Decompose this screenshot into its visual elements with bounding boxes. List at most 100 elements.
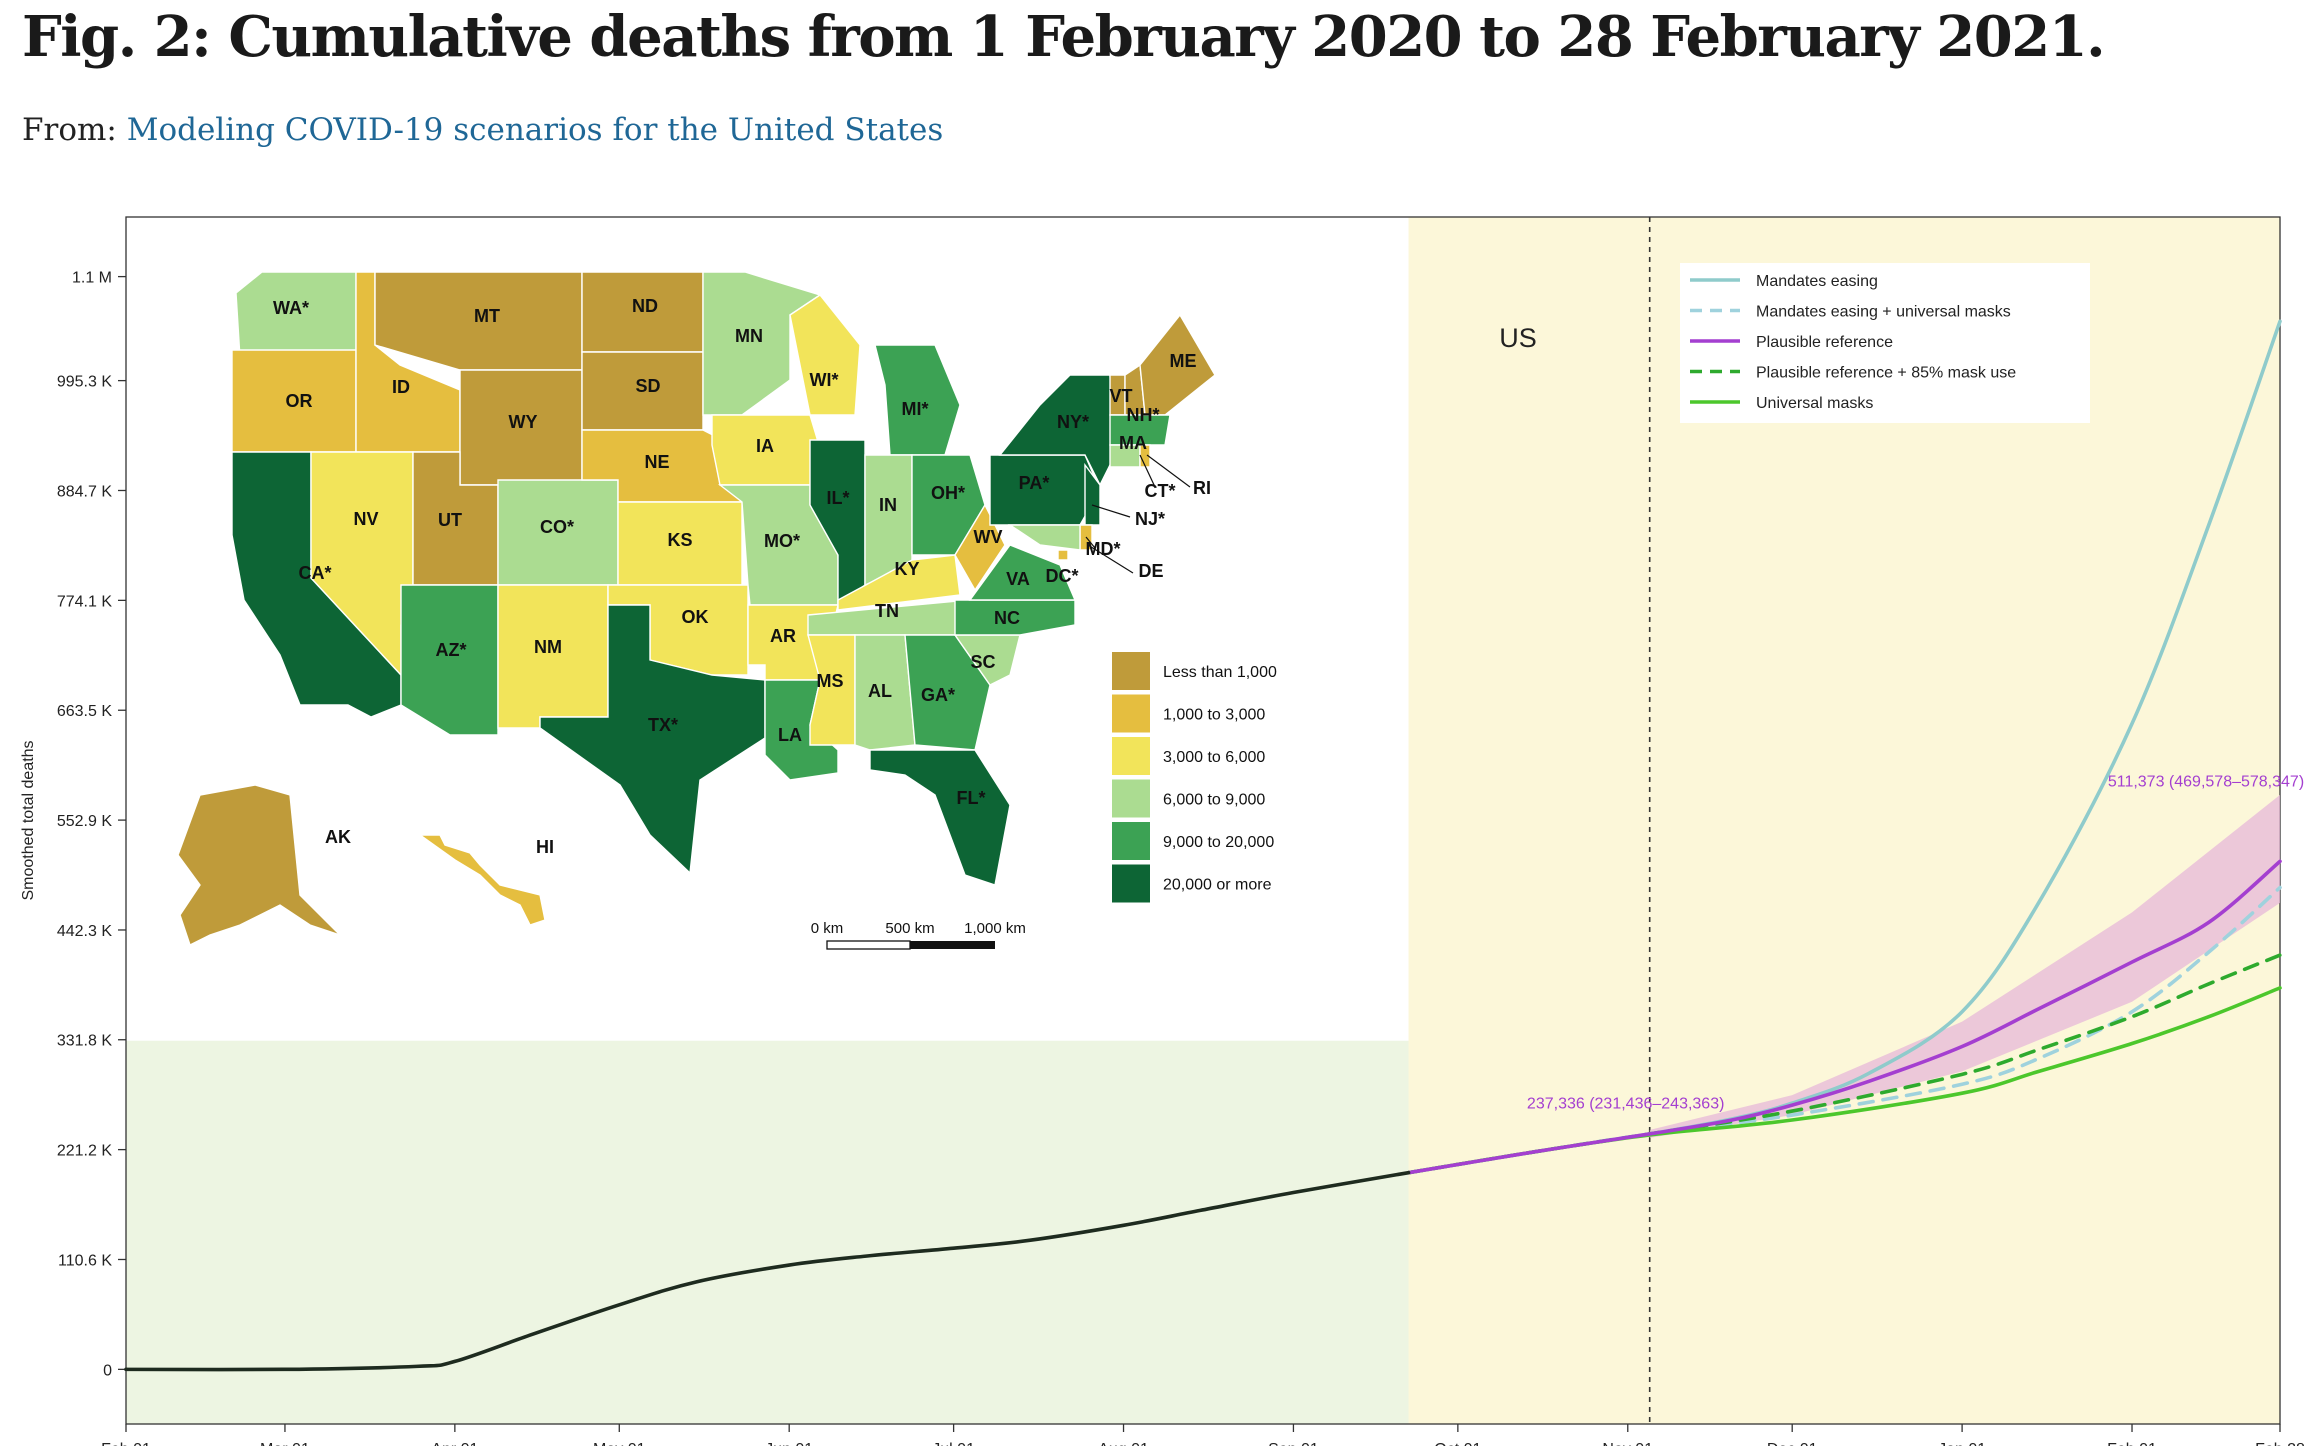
scale-label: 1,000 km	[964, 920, 1026, 937]
y-tick-label: 331.8 K	[57, 1033, 112, 1050]
map-state-label: NV	[353, 509, 378, 529]
x-tick-label: Feb 01	[2107, 1441, 2157, 1446]
map-state-label: WA*	[273, 298, 309, 318]
map-state-label: AR	[770, 626, 796, 646]
y-tick-label: 442.3 K	[57, 923, 112, 940]
y-tick-label: 0	[103, 1362, 112, 1379]
y-tick-label: 663.5 K	[57, 703, 112, 720]
map-state-dc	[1057, 549, 1069, 561]
y-tick-label: 995.3 K	[57, 374, 112, 391]
map-legend-swatch	[1112, 864, 1150, 903]
map-legend-label: 6,000 to 9,000	[1163, 792, 1265, 809]
legend-label: Plausible reference	[1756, 334, 1893, 351]
map-state-label: SC	[970, 652, 995, 672]
map-state-az	[400, 584, 499, 736]
source-line: From: Modeling COVID-19 scenarios for th…	[22, 112, 943, 148]
x-tick-label: Feb 28	[2255, 1441, 2305, 1446]
x-tick-label: Dec 01	[1767, 1441, 1818, 1446]
map-state-label: KS	[667, 530, 692, 550]
legend-box	[1680, 263, 2090, 423]
x-tick-label: Oct 01	[1434, 1441, 1481, 1446]
map-state-ky	[837, 554, 961, 611]
map-state-label: AK	[325, 827, 351, 847]
axes-layer: 0 110.6 K 221.2 K 331.8 K 442.3 K 552.9 K 663.…	[20, 216, 2305, 1446]
map-legend-label: 1,000 to 3,000	[1163, 707, 1265, 724]
map-state-label: OK	[682, 607, 709, 627]
series-layer	[124, 319, 2282, 1372]
map-legend-label: 9,000 to 20,000	[1163, 834, 1274, 851]
map-legend-swatch	[1112, 652, 1150, 690]
map-state-label: WV	[974, 527, 1003, 547]
chart-labels: US 237,336 (231,436–243,363) 511,373 (469,…	[1499, 323, 2304, 1113]
map-state-me	[1139, 313, 1216, 416]
legend-label: Mandates easing	[1756, 273, 1878, 290]
scale-label: 500 km	[885, 920, 934, 937]
x-tick-label: May 01	[593, 1441, 646, 1446]
map-state-label: DE	[1138, 561, 1163, 581]
map-state-label: CO*	[540, 517, 574, 537]
source-article-link[interactable]: Modeling COVID-19 scenarios for the Unit…	[126, 112, 944, 148]
map-leader-line	[1085, 536, 1096, 549]
past-shade	[126, 1040, 1409, 1424]
map-state-label: MI*	[902, 399, 929, 419]
map-state-label: IL*	[826, 488, 849, 508]
map-legend-label: 3,000 to 6,000	[1163, 749, 1265, 766]
y-tick-label: 884.7 K	[57, 483, 112, 500]
panel-label: US	[1499, 323, 1537, 353]
map-state-label: AL	[868, 681, 892, 701]
map-state-label: TN	[875, 601, 899, 621]
map-state-label: FL*	[957, 788, 986, 808]
map-state-label: RI	[1193, 478, 1211, 498]
map-state-label: IA	[756, 436, 774, 456]
map-legend-label: 20,000 or more	[1163, 877, 1272, 894]
map-state-al	[854, 634, 916, 751]
map-state-label: VA	[1006, 569, 1030, 589]
map-state-label: MN	[735, 326, 763, 346]
x-tick-label: Sep 01	[1268, 1441, 1319, 1446]
map-state-nj	[1084, 462, 1101, 526]
legend-label: Plausible reference + 85% mask use	[1756, 365, 2016, 382]
map-legend-swatch	[1112, 694, 1150, 733]
plausible-reference-ribbon	[1649, 794, 2280, 1138]
map-leader-line	[1139, 454, 1156, 488]
map-state-label: MD*	[1086, 539, 1121, 559]
y-tick-label: 774.1 K	[57, 593, 112, 610]
map-state-label: DC*	[1045, 566, 1078, 586]
x-tick-label: Feb 01	[101, 1441, 151, 1446]
map-state-mn	[702, 271, 822, 416]
chart-legend: Mandates easing Mandates easing + univers…	[1680, 263, 2090, 423]
map-state-va	[968, 544, 1077, 601]
map-state-md	[1007, 524, 1081, 551]
map-legend-label: Less than 1,000	[1163, 664, 1277, 681]
map-leader-line	[1146, 454, 1191, 488]
map-state-wi	[789, 294, 861, 416]
map-state-label: CT*	[1145, 481, 1176, 501]
map-legend-swatch	[1112, 822, 1150, 860]
map-state-label: MA	[1119, 433, 1147, 453]
map-state-tx	[539, 604, 766, 875]
map-state-ak	[177, 784, 341, 946]
legend-label: Mandates easing + universal masks	[1756, 304, 2011, 321]
map-state-label: WI*	[810, 370, 839, 390]
map-legend-swatch	[1112, 779, 1150, 818]
map-state-label: OR	[286, 391, 313, 411]
map-state-label: OH*	[931, 483, 965, 503]
map-state-label: NJ*	[1135, 509, 1165, 529]
cumulative-deaths-chart: 0 110.6 K 221.2 K 331.8 K 442.3 K 552.9 K 663.…	[20, 216, 2305, 1446]
x-tick-label: Mar 01	[260, 1441, 310, 1446]
x-tick-label: Apr 01	[431, 1441, 478, 1446]
x-tick-label: Aug 01	[1098, 1441, 1149, 1446]
map-state-label: IN	[879, 495, 897, 515]
y-tick-label: 552.9 K	[57, 813, 112, 830]
map-state-label: NY*	[1057, 412, 1089, 432]
map-state-ma	[1109, 414, 1171, 446]
annotation-forecast-start: 237,336 (231,436–243,363)	[1527, 1096, 1725, 1113]
map-state-label: ND	[632, 296, 658, 316]
map-state-label: SD	[635, 376, 660, 396]
series-line-plausible-reference	[1406, 859, 2282, 1175]
map-state-ga	[904, 634, 991, 751]
scale-bar-white	[826, 940, 911, 950]
map-state-fl	[869, 749, 1011, 886]
map-state-label: LA	[778, 725, 802, 745]
map-leader-line	[1091, 504, 1131, 518]
